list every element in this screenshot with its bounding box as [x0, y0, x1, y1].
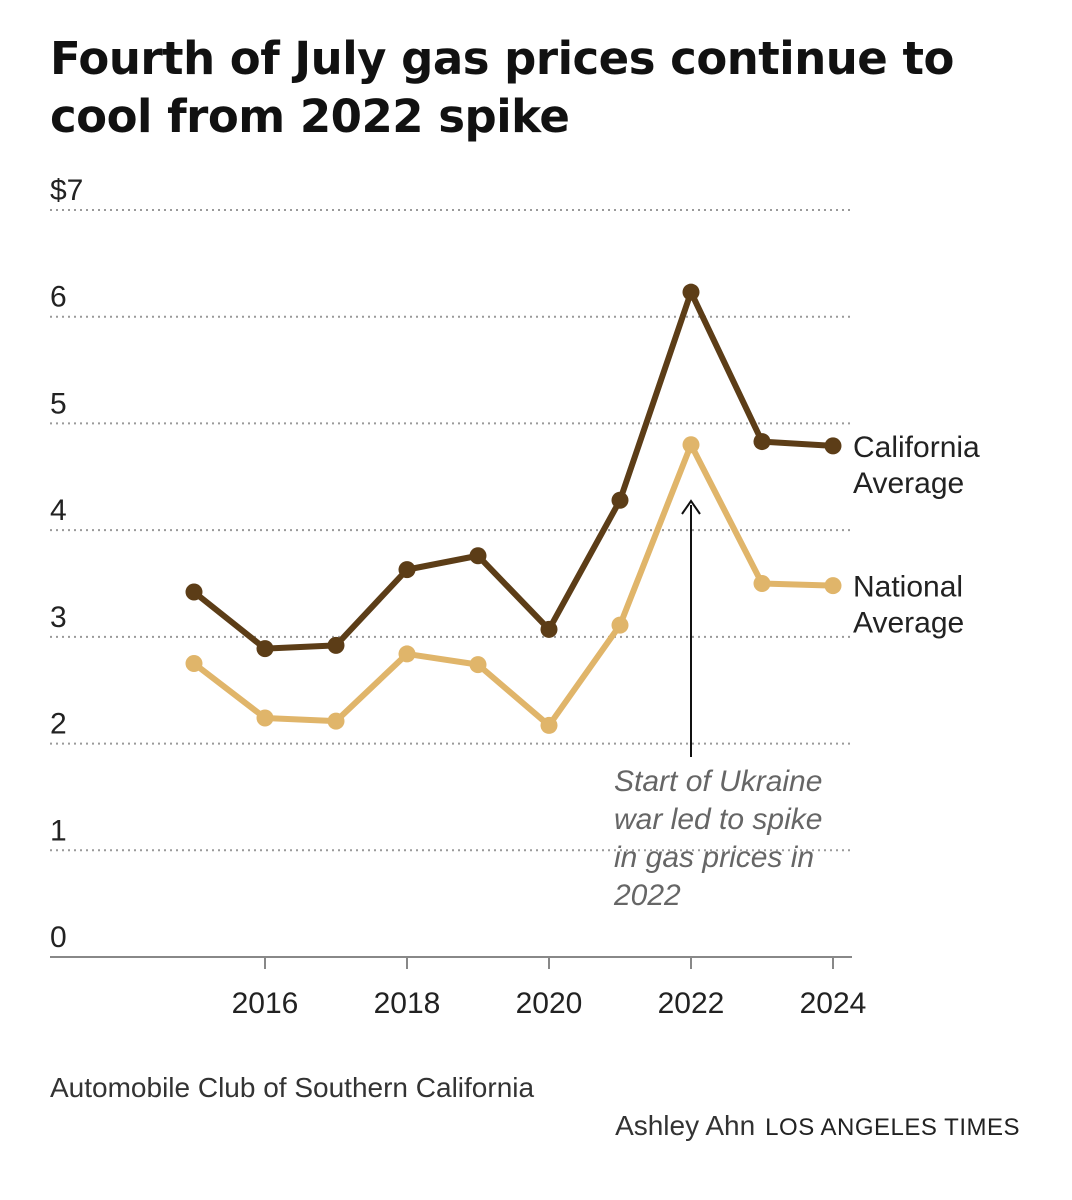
- x-tick-label: 2016: [232, 987, 299, 1020]
- data-point: [540, 716, 558, 734]
- x-axis: 2016 2018 2020 2022 2024: [50, 956, 867, 1020]
- y-tick-label: 2: [50, 708, 67, 741]
- annotation-text-line: 2022: [613, 879, 681, 912]
- series-line-california-average: [191, 289, 836, 652]
- data-point: [469, 547, 487, 565]
- series-label: National: [853, 571, 963, 604]
- annotation-arrowhead: [681, 499, 701, 515]
- data-point: [398, 645, 416, 663]
- data-point: [824, 437, 842, 455]
- data-point: [682, 283, 700, 301]
- series-label: Average: [853, 467, 964, 500]
- source-note: Automobile Club of Southern California: [50, 1072, 535, 1103]
- data-point: [256, 709, 274, 727]
- y-tick-label: 3: [50, 601, 67, 634]
- annotation-text-line: in gas prices in: [614, 841, 814, 874]
- data-point: [469, 656, 487, 674]
- y-tick-label: 6: [50, 281, 67, 314]
- x-tick-label: 2022: [658, 987, 725, 1020]
- annotation-text-line: Start of Ukraine: [614, 765, 822, 798]
- grid-lines: [50, 209, 852, 852]
- data-point: [398, 561, 416, 579]
- data-point: [682, 436, 700, 454]
- series-label: Average: [853, 607, 964, 640]
- series-group: [185, 283, 842, 734]
- y-tick-label: 0: [50, 921, 67, 954]
- annotation: Start of Ukraine war led to spike in gas p…: [613, 499, 822, 912]
- x-tick-label: 2018: [374, 987, 441, 1020]
- x-tick-label: 2020: [516, 987, 583, 1020]
- y-tick-label: 5: [50, 387, 67, 420]
- author-credit: Ashley Ahn: [615, 1110, 756, 1141]
- y-tick-label: 1: [50, 814, 67, 847]
- data-point: [256, 640, 274, 658]
- data-point: [327, 712, 345, 730]
- x-tick-label: 2024: [800, 987, 867, 1020]
- data-point: [185, 583, 203, 601]
- data-point: [611, 616, 629, 634]
- line-chart: 0 1 2 3 4 5 6 $7 2016 2018 2020 2022 2024 Start of …: [50, 174, 980, 1020]
- data-point: [824, 577, 842, 595]
- y-tick-label: $7: [50, 174, 83, 207]
- data-point: [327, 636, 345, 654]
- annotation-text-line: war led to spike: [614, 803, 822, 836]
- credit-line: Ashley Ahn LOS ANGELES TIMES: [615, 1110, 1020, 1142]
- data-point: [185, 655, 203, 673]
- data-point: [753, 433, 771, 451]
- y-tick-label: 4: [50, 494, 67, 527]
- data-point: [611, 491, 629, 509]
- publication-name: LOS ANGELES TIMES: [765, 1114, 1020, 1141]
- data-point: [753, 575, 771, 592]
- chart-title: Fourth of July gas prices continue to co…: [50, 32, 954, 143]
- series-label: California: [853, 431, 980, 464]
- data-point: [540, 620, 558, 638]
- y-axis-ticks: 0 1 2 3 4 5 6 $7: [50, 174, 83, 954]
- series-line-national-average: [191, 441, 836, 729]
